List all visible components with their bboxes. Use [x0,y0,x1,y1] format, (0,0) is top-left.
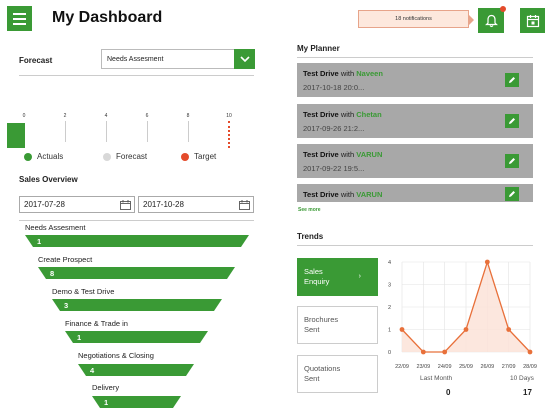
chevron-down-icon [239,55,250,62]
legend-target: Target [181,152,216,161]
forecast-tick: 6 [145,113,149,119]
pencil-icon [509,191,515,197]
y-tick-label: 0 [388,350,391,356]
pencil-icon [509,77,515,83]
legend-actuals: Actuals [24,152,63,161]
actuals-dot-icon [24,152,32,161]
sales-overview-label: Sales Overview [19,175,78,184]
divider [297,57,533,58]
y-tick-label: 1 [388,328,391,334]
dropdown-toggle[interactable] [234,49,255,69]
chevron-right-icon: › [358,273,361,280]
calendar-icon[interactable] [120,200,131,210]
edit-button[interactable] [505,73,519,87]
funnel-stage-bar[interactable]: 1 [25,235,249,247]
trend-line-chart: 0 1 2 3 4 22/09 23/09 24/09 25/09 26/09 27/09 28/09 [388,259,537,370]
pencil-icon [509,118,515,124]
target-marker [228,121,230,148]
funnel-stage-label: Demo & Test Drive [52,287,115,296]
forecast-tick: 2 [63,113,67,119]
forecast-gridline [188,121,189,142]
actuals-bar [7,123,25,148]
planner-item[interactable]: Test Drive with Naveen 2017-10-18 20:0..… [297,63,533,97]
forecast-label: Forecast [19,56,53,65]
tab-quotations-sent[interactable]: Quotations Sent [297,355,378,393]
forecast-chart: 0 2 4 6 8 10 [18,113,253,158]
edit-button[interactable] [505,114,519,128]
trend-point [484,259,490,265]
last-month-value: 0 [446,388,451,397]
trend-point [420,349,426,355]
calendar-icon[interactable] [239,200,250,210]
x-tick-label: 26/09 [480,364,494,370]
y-tick-label: 3 [388,283,391,289]
target-dot-icon [181,152,189,161]
funnel-stage-bar[interactable]: 8 [38,267,235,279]
forecast-tick: 8 [186,113,190,119]
last-month-label: Last Month [420,375,453,382]
forecast-select-value: Needs Assesment [107,55,164,63]
funnel-stage-bar[interactable]: 4 [78,364,194,376]
trend-point [506,327,512,332]
trend-point [442,349,448,355]
funnel-stage-label: Delivery [92,383,120,392]
x-tick-label: 25/09 [459,364,473,370]
funnel-stage-bar[interactable]: 1 [92,396,181,408]
x-tick-label: 27/09 [502,364,516,370]
trend-point [463,327,469,332]
notification-dot [500,6,506,12]
forecast-select[interactable]: Needs Assesment [101,49,255,69]
page-title: My Dashboard [52,9,163,26]
bell-icon [484,14,498,27]
forecast-gridline [106,121,107,142]
forecast-tick: 4 [104,113,108,119]
funnel-stage-bar[interactable]: 3 [52,299,222,311]
trends-title: Trends [297,232,324,241]
divider [19,220,254,221]
pencil-icon [509,158,515,164]
from-date-input[interactable]: 2017-07-28 [19,196,135,213]
see-more-link[interactable]: See more [298,207,321,213]
x-tick-label: 22/09 [395,364,409,370]
funnel-stage-label: Negotiations & Closing [78,351,154,360]
tab-sales-enquiry[interactable]: Sales Enquiry › [297,258,378,296]
divider [297,245,533,246]
funnel-stage-label: Create Prospect [38,255,93,264]
x-tick-label: 24/09 [438,364,452,370]
edit-button[interactable] [505,187,519,201]
ten-days-label: 10 Days [510,375,534,382]
tab-brochures-sent[interactable]: Brochures Sent [297,306,378,344]
divider [19,75,254,76]
planner-item[interactable]: Test Drive with Chetan 2017-09-26 21:2..… [297,104,533,138]
trend-point [399,327,405,332]
calendar-button[interactable] [520,8,545,33]
y-tick-label: 4 [388,260,391,266]
menu-button[interactable] [7,6,32,31]
forecast-gridline [65,121,66,142]
forecast-gridline [147,121,148,142]
funnel-stage-bar[interactable]: 1 [65,331,208,343]
trend-area [402,262,530,352]
edit-button[interactable] [505,154,519,168]
legend-forecast: Forecast [103,152,147,161]
forecast-tick: 10 [226,113,232,119]
forecast-dot-icon [103,152,111,161]
ten-days-value: 17 [523,388,532,397]
trend-point [527,349,533,355]
planner-title: My Planner [297,44,340,53]
forecast-tick: 0 [22,113,26,119]
calendar-icon [526,14,539,27]
x-tick-label: 23/09 [416,364,430,370]
y-tick-label: 2 [388,305,391,311]
funnel-stage-label: Finance & Trade in [65,319,128,328]
planner-item[interactable]: Test Drive with VARUN 2017-09-22 19:5... [297,144,533,178]
notification-banner[interactable]: 18 notifications [358,10,474,28]
to-date-input[interactable]: 2017-10-28 [138,196,254,213]
funnel-stage-label: Needs Assesment [25,223,86,232]
x-tick-label: 28/09 [523,364,537,370]
planner-item[interactable]: Test Drive with VARUN [297,184,533,202]
notifications-button[interactable] [478,6,506,33]
menu-icon [13,12,26,15]
